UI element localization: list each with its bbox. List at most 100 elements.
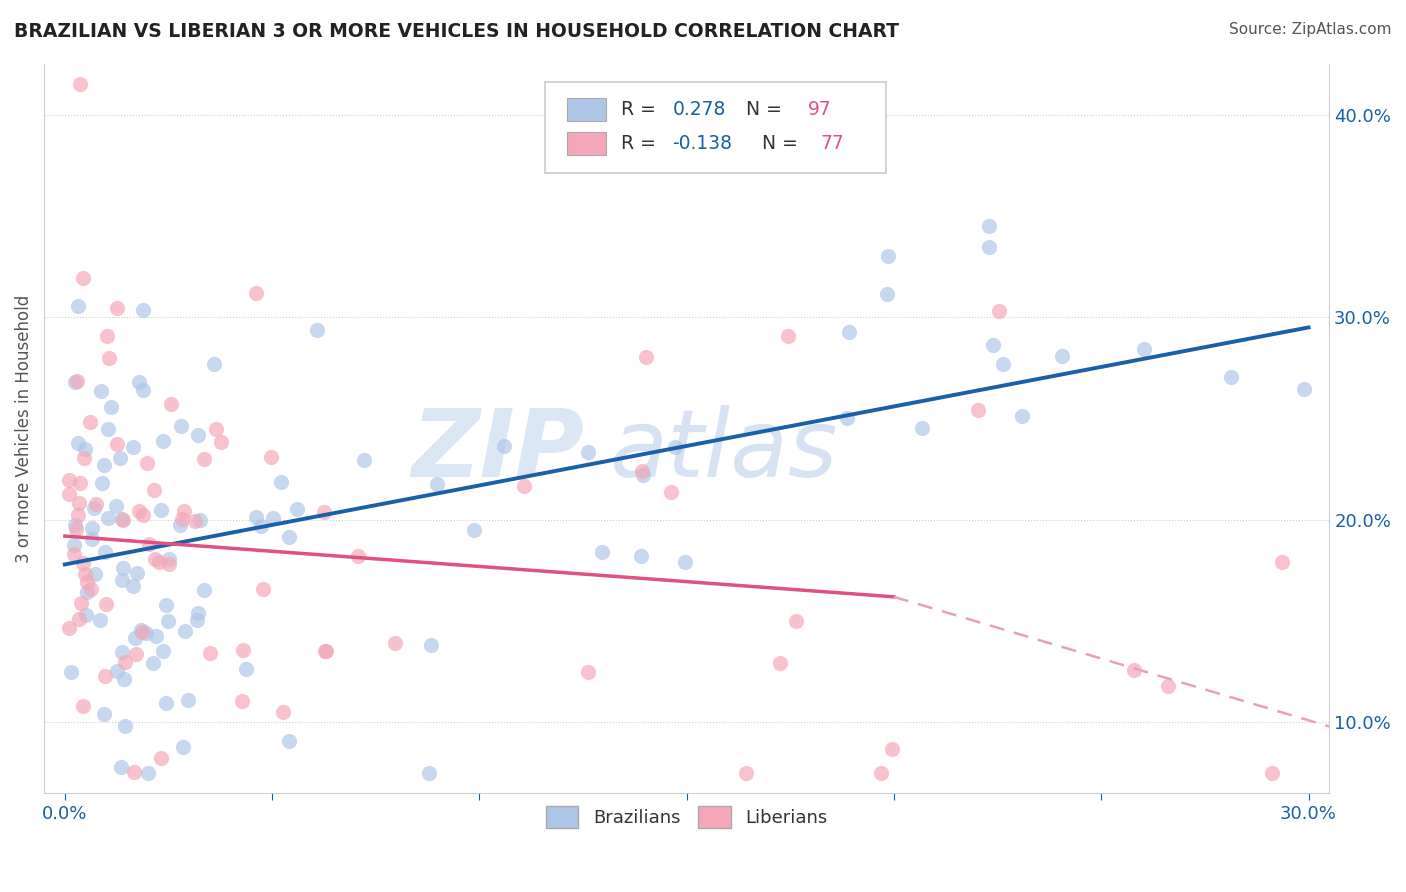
Point [157, 552, 180, 566]
Point [76, 585, 98, 599]
Point [231, 694, 253, 708]
Point [80, 533, 103, 547]
Point [75, 566, 97, 581]
Point [838, 326, 860, 340]
Point [105, 301, 128, 315]
Point [966, 403, 988, 417]
Point [72, 271, 94, 285]
Point [91, 475, 114, 490]
FancyBboxPatch shape [546, 82, 886, 173]
Point [278, 734, 301, 748]
Point [260, 450, 283, 464]
Point [124, 764, 146, 779]
Point [67, 436, 90, 450]
Point [98, 351, 121, 365]
Point [142, 656, 165, 670]
Point [159, 397, 181, 411]
Point [172, 740, 194, 755]
Point [778, 328, 800, 343]
Text: 97: 97 [807, 100, 831, 119]
Point [72, 556, 94, 570]
Point [186, 613, 208, 627]
Point [664, 440, 686, 454]
Text: ZIP: ZIP [411, 405, 583, 497]
Point [125, 566, 148, 580]
Point [94, 597, 117, 611]
Point [73, 451, 96, 466]
Point [235, 662, 257, 676]
Point [576, 444, 599, 458]
Point [384, 636, 406, 650]
Point [111, 645, 134, 659]
Point [124, 632, 146, 646]
Point [152, 643, 174, 657]
Point [262, 511, 284, 525]
Point [735, 766, 758, 780]
Point [169, 517, 191, 532]
Point [1011, 409, 1033, 423]
Point [1052, 349, 1074, 363]
Point [426, 476, 449, 491]
Text: 77: 77 [820, 134, 844, 153]
Point [987, 304, 1010, 318]
Point [125, 648, 148, 662]
Point [58, 473, 80, 487]
Point [105, 436, 128, 450]
Point [110, 450, 132, 465]
FancyBboxPatch shape [567, 97, 606, 121]
Point [90, 384, 112, 398]
Point [136, 456, 159, 470]
Point [65, 522, 87, 536]
Point [245, 510, 267, 524]
Point [152, 434, 174, 448]
Text: atlas: atlas [610, 405, 838, 496]
Point [232, 643, 254, 657]
Point [66, 374, 89, 388]
Point [114, 656, 136, 670]
Point [155, 696, 177, 710]
Point [76, 575, 98, 590]
Point [177, 693, 200, 707]
Point [1133, 342, 1156, 356]
Point [419, 639, 441, 653]
Point [314, 505, 336, 519]
Text: R =: R = [621, 134, 662, 153]
Y-axis label: 3 or more Vehicles in Household: 3 or more Vehicles in Household [15, 294, 32, 563]
Point [785, 614, 807, 628]
Point [66, 299, 89, 313]
Point [157, 614, 180, 628]
Point [979, 219, 1001, 233]
Point [346, 549, 368, 563]
Point [114, 719, 136, 733]
Point [79, 415, 101, 429]
Point [100, 400, 122, 414]
Point [89, 613, 111, 627]
Point [58, 621, 80, 635]
Point [202, 357, 225, 371]
Point [128, 504, 150, 518]
Text: Source: ZipAtlas.com: Source: ZipAtlas.com [1229, 22, 1392, 37]
Point [112, 672, 135, 686]
Point [65, 375, 87, 389]
Point [63, 518, 86, 533]
Point [204, 422, 226, 436]
Point [63, 547, 86, 561]
Point [876, 286, 898, 301]
FancyBboxPatch shape [567, 132, 606, 155]
Point [149, 503, 172, 517]
Point [188, 512, 211, 526]
Point [277, 530, 299, 544]
Point [307, 323, 329, 337]
Point [148, 555, 170, 569]
Point [94, 544, 117, 558]
Point [245, 285, 267, 300]
Legend: Brazilians, Liberians: Brazilians, Liberians [538, 799, 835, 836]
Text: -0.138: -0.138 [672, 134, 733, 153]
Point [93, 707, 115, 722]
Point [107, 665, 129, 679]
Point [66, 508, 89, 522]
Point [122, 579, 145, 593]
Point [492, 439, 515, 453]
Point [193, 451, 215, 466]
Point [576, 665, 599, 679]
